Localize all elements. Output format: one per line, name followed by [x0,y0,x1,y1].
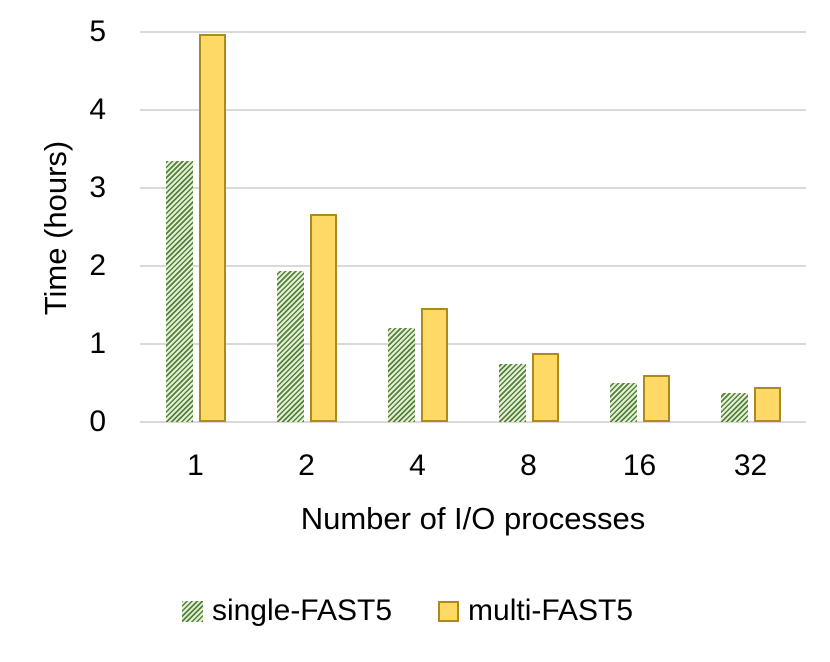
gridline-y-1 [140,343,806,345]
bar-multi-FAST5-x32 [753,387,781,422]
bar-single-FAST5-x8 [498,364,526,422]
legend-swatch-single-FAST5 [181,600,203,622]
x-tick-label-32: 32 [733,449,768,482]
y-tick-label-5: 5 [89,15,106,48]
x-tick-label-2: 2 [298,449,315,482]
bar-multi-FAST5-x8 [531,353,559,422]
gridline-y-5 [140,31,806,33]
legend-item-single-FAST5: single-FAST5 [181,593,393,629]
legend-swatch-multi-FAST5 [438,600,460,622]
bar-multi-FAST5-x4 [420,308,448,422]
plot-area [140,31,806,423]
legend-item-multi-FAST5: multi-FAST5 [438,593,633,629]
legend-label-multi-FAST5: multi-FAST5 [468,594,634,627]
y-tick-label-3: 3 [89,171,106,204]
gridline-y-3 [140,187,806,189]
x-axis-title: Number of I/O processes [300,501,646,536]
bar-multi-FAST5-x16 [642,375,670,422]
x-tick-label-16: 16 [622,449,657,482]
bar-single-FAST5-x16 [609,383,637,422]
y-tick-label-0: 0 [89,405,106,438]
y-tick-label-4: 4 [89,93,106,126]
bar-multi-FAST5-x2 [309,214,337,422]
legend: single-FAST5 multi-FAST5 [0,593,815,629]
y-tick-label-1: 1 [89,327,106,360]
bar-single-FAST5-x32 [720,393,748,422]
bar-single-FAST5-x4 [387,328,415,422]
legend-label-single-FAST5: single-FAST5 [211,594,393,627]
gridline-y-4 [140,109,806,111]
x-tick-label-4: 4 [409,449,426,482]
bar-multi-FAST5-x1 [198,34,226,422]
x-axis-line [140,421,806,423]
x-tick-label-1: 1 [187,449,204,482]
gridline-y-2 [140,265,806,267]
bar-single-FAST5-x1 [165,161,193,422]
bar-single-FAST5-x2 [276,271,304,422]
y-tick-label-2: 2 [89,249,106,282]
x-tick-label-8: 8 [520,449,537,482]
